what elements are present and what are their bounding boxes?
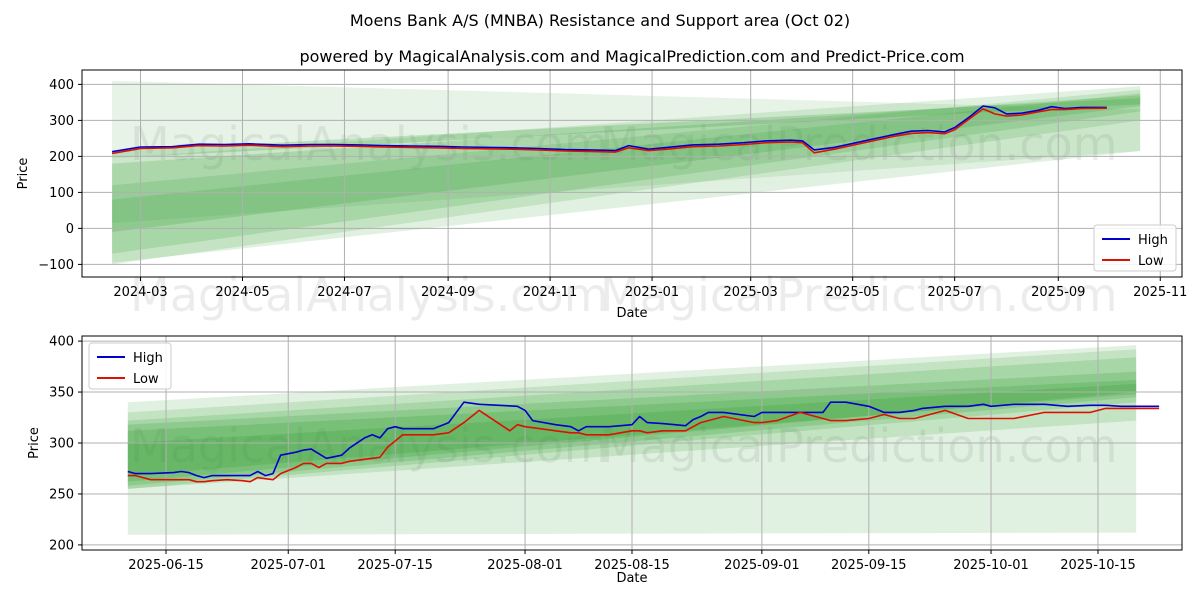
x-tick-label: 2025-07: [927, 285, 981, 300]
chart-title: Moens Bank A/S (MNBA) Resistance and Sup…: [350, 11, 850, 30]
y-tick-label: 400: [49, 335, 74, 350]
x-tick-label: 2024-05: [215, 285, 269, 300]
y-tick-label: 300: [49, 114, 74, 129]
legend-box: [1093, 224, 1177, 272]
watermark-text: MagicalAnalysis.com: [130, 419, 609, 473]
legend-label-low: Low: [1138, 254, 1164, 269]
series-line-high: [111, 105, 1107, 153]
series-line-low: [111, 107, 1107, 155]
legend-box: [88, 342, 172, 390]
x-tick-label: 2025-08-15: [594, 558, 670, 573]
support-resistance-band: [112, 86, 1141, 263]
panel-bottom: MagicalAnalysis.comMagicalPrediction.com…: [27, 335, 1183, 586]
chart-subtitle: powered by MagicalAnalysis.com and Magic…: [299, 47, 964, 66]
y-tick-label: 200: [49, 538, 74, 553]
x-tick-label: 2025-05: [826, 285, 880, 300]
y-tick-label: −100: [38, 258, 74, 273]
x-tick-label: 2025-11: [1133, 285, 1187, 300]
panel-top: MagicalAnalysis.comMagicalPrediction.com…: [16, 69, 1187, 322]
x-tick-label: 2025-10-15: [1060, 558, 1136, 573]
y-tick-label: 300: [49, 437, 74, 452]
support-resistance-band: [112, 89, 1141, 265]
legend: High Low: [88, 342, 172, 390]
x-axis-label: Date: [616, 571, 647, 586]
support-resistance-band: [112, 93, 1141, 254]
y-tick-label: 350: [49, 386, 74, 401]
watermark-text: MagicalPrediction.com: [600, 419, 1118, 473]
support-resistance-band: [112, 95, 1141, 232]
x-tick-label: 2025-08-01: [487, 558, 563, 573]
y-tick-label: 100: [49, 186, 74, 201]
series-line-low: [127, 407, 1160, 483]
x-tick-label: 2024-11: [523, 285, 577, 300]
series-line-high: [127, 401, 1160, 479]
x-tick-label: 2025-01: [625, 285, 679, 300]
y-tick-label: 400: [49, 78, 74, 93]
x-axis-label: Date: [616, 306, 647, 321]
x-tick-label: 2024-07: [317, 285, 371, 300]
x-tick-label: 2024-03: [113, 285, 167, 300]
x-tick-label: 2025-10-01: [953, 558, 1029, 573]
y-tick-label: 250: [49, 487, 74, 502]
y-axis-label: Price: [16, 158, 31, 190]
support-resistance-band: [112, 98, 1141, 159]
support-resistance-band: [112, 80, 1141, 223]
y-tick-label: 0: [66, 222, 74, 237]
legend: High Low: [1093, 224, 1177, 272]
y-tick-label: 200: [49, 150, 74, 165]
x-tick-label: 2025-07-01: [250, 558, 326, 573]
x-tick-label: 2025-07-15: [357, 558, 433, 573]
x-tick-label: 2024-09: [421, 285, 475, 300]
x-tick-label: 2025-09-15: [831, 558, 907, 573]
y-axis-label: Price: [27, 427, 42, 459]
plot-frame: [81, 69, 1183, 278]
x-tick-label: 2025-09-01: [724, 558, 800, 573]
x-tick-label: 2025-03: [724, 285, 778, 300]
x-tick-label: 2025-09: [1031, 285, 1085, 300]
legend-label-low: Low: [133, 372, 159, 387]
legend-label-high: High: [1138, 233, 1168, 248]
legend-label-high: High: [133, 351, 163, 366]
x-tick-label: 2025-06-15: [128, 558, 204, 573]
